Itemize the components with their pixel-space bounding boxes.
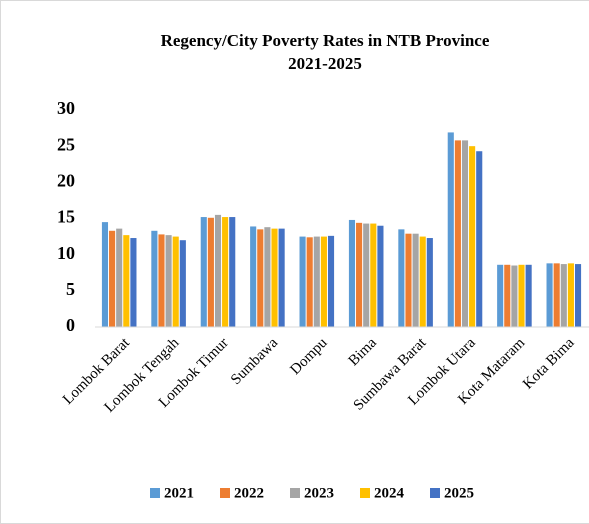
bar (504, 264, 511, 327)
bar (271, 228, 278, 327)
bar (320, 236, 327, 327)
bar (476, 151, 483, 327)
chart-subtitle: 2021-2025 (288, 54, 362, 73)
y-tick-label: 0 (66, 315, 75, 335)
bar (109, 230, 116, 327)
bar (405, 233, 412, 327)
bar (214, 214, 222, 327)
bar (560, 264, 567, 327)
bar (278, 228, 285, 327)
bar (158, 234, 165, 327)
bar (207, 217, 214, 327)
bar (511, 265, 518, 327)
bar (426, 238, 433, 327)
y-tick-label: 30 (57, 98, 75, 118)
y-tick-label: 25 (57, 134, 75, 154)
bar (553, 263, 560, 327)
legend-label: 2023 (304, 485, 334, 501)
legend-swatch (150, 488, 160, 498)
bar (419, 236, 426, 327)
bar (222, 217, 229, 327)
bar (257, 229, 264, 327)
y-tick-label: 20 (57, 170, 75, 190)
bar (101, 222, 109, 327)
legend-label: 2022 (234, 485, 264, 501)
y-tick-label: 5 (66, 279, 75, 299)
bar (165, 235, 172, 327)
bar (229, 217, 236, 327)
bar (327, 235, 335, 327)
bar (454, 140, 461, 327)
bar (200, 217, 207, 327)
y-tick-label: 15 (57, 207, 75, 227)
bar (363, 223, 370, 327)
legend-label: 2021 (164, 485, 194, 501)
bar (313, 236, 320, 327)
chart-title: Regency/City Poverty Rates in NTB Provin… (161, 31, 490, 50)
bar (306, 237, 313, 327)
bar (447, 132, 454, 327)
bar (250, 226, 257, 327)
bar (348, 219, 356, 327)
legend-swatch (360, 488, 370, 498)
bar (567, 263, 574, 327)
bar (398, 229, 405, 327)
legend-label: 2025 (444, 485, 474, 501)
legend-label: 2024 (374, 485, 405, 501)
bar (264, 227, 271, 327)
legend-swatch (430, 488, 440, 498)
y-tick-label: 10 (57, 243, 75, 263)
bar (574, 264, 582, 327)
bar (179, 240, 186, 327)
legend-swatch (220, 488, 230, 498)
bar (123, 235, 130, 327)
bar (299, 236, 306, 327)
bar (469, 146, 476, 327)
bar (461, 140, 469, 327)
bar (172, 236, 179, 327)
bar (356, 222, 363, 327)
bar (518, 264, 525, 327)
bar (130, 238, 137, 327)
bar (525, 264, 532, 327)
legend-swatch (290, 488, 300, 498)
bar (497, 264, 504, 327)
bar (546, 263, 553, 327)
bar (116, 228, 123, 327)
bar (377, 225, 384, 327)
bar (370, 223, 377, 327)
bar (412, 233, 419, 327)
bar (151, 230, 158, 327)
